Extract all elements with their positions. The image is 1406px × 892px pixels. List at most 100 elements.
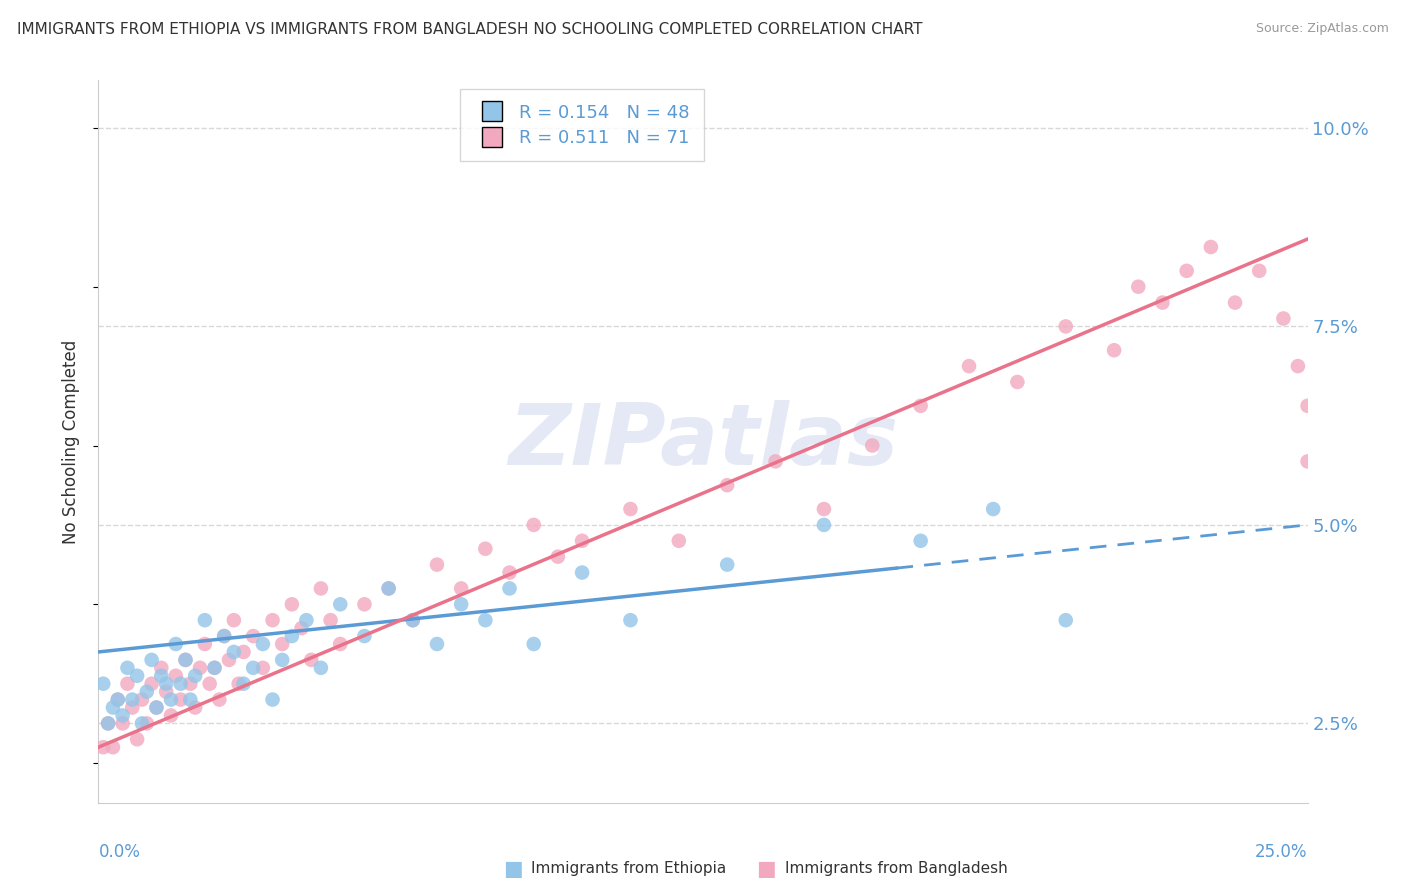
Point (204, 661, 226, 675)
Point (91, 676, 114, 690)
Point (910, 533, 932, 548)
Point (179, 692, 201, 706)
Point (204, 661, 226, 675)
Point (1286, 359, 1309, 373)
Point (668, 533, 690, 548)
Point (571, 533, 593, 548)
Point (111, 716, 134, 731)
Point (160, 708, 183, 723)
Point (353, 597, 375, 611)
Point (498, 582, 520, 596)
Point (194, 637, 217, 651)
Text: ■: ■ (503, 859, 523, 879)
Point (523, 637, 546, 651)
Point (353, 629, 375, 643)
Point (498, 566, 520, 580)
Point (716, 558, 738, 572)
Point (165, 669, 187, 683)
Point (141, 676, 163, 690)
Point (299, 653, 322, 667)
Point (97, 716, 120, 731)
Point (145, 700, 167, 714)
Point (111, 708, 134, 723)
Point (402, 613, 425, 627)
Point (860, 438, 883, 452)
Point (309, 582, 332, 596)
Point (101, 740, 124, 755)
Text: 25.0%: 25.0% (1256, 843, 1308, 861)
Point (121, 700, 143, 714)
Point (218, 653, 240, 667)
Y-axis label: No Schooling Completed: No Schooling Completed (62, 340, 80, 543)
Point (252, 661, 274, 675)
Point (619, 502, 641, 516)
Point (765, 454, 787, 468)
Text: IMMIGRANTS FROM ETHIOPIA VS IMMIGRANTS FROM BANGLADESH NO SCHOOLING COMPLETED CO: IMMIGRANTS FROM ETHIOPIA VS IMMIGRANTS F… (17, 22, 922, 37)
Point (107, 692, 129, 706)
Text: Immigrants from Ethiopia: Immigrants from Ethiopia (531, 862, 727, 876)
Point (97, 716, 120, 731)
Point (813, 502, 835, 516)
Point (188, 661, 211, 675)
Point (426, 558, 449, 572)
Point (127, 732, 149, 747)
Point (1272, 311, 1295, 326)
Point (319, 613, 342, 627)
Point (309, 661, 332, 675)
Point (547, 549, 569, 564)
Point (91, 740, 114, 755)
Point (131, 716, 153, 731)
Point (281, 597, 304, 611)
Point (474, 613, 496, 627)
Point (228, 676, 250, 690)
Point (716, 478, 738, 492)
Point (242, 661, 264, 675)
Point (198, 676, 221, 690)
Point (242, 629, 264, 643)
Point (281, 629, 304, 643)
Text: Source: ZipAtlas.com: Source: ZipAtlas.com (1256, 22, 1389, 36)
Point (1007, 375, 1029, 389)
Point (117, 676, 139, 690)
Text: 0.0%: 0.0% (98, 843, 141, 861)
Point (117, 661, 139, 675)
Point (619, 613, 641, 627)
Point (1296, 399, 1319, 413)
Point (1223, 295, 1246, 310)
Point (208, 692, 231, 706)
Point (1102, 343, 1125, 358)
Point (295, 613, 318, 627)
Point (1249, 264, 1271, 278)
Point (402, 613, 425, 627)
Text: ■: ■ (756, 859, 776, 879)
Point (212, 629, 235, 643)
Point (1296, 454, 1319, 468)
Point (155, 676, 177, 690)
Point (101, 700, 124, 714)
Point (252, 637, 274, 651)
Point (523, 517, 546, 532)
Point (813, 517, 835, 532)
Point (450, 582, 472, 596)
Point (150, 669, 173, 683)
Text: ZIPatlas: ZIPatlas (508, 400, 898, 483)
Point (145, 700, 167, 714)
Point (474, 541, 496, 556)
Point (232, 676, 254, 690)
Point (155, 684, 177, 698)
Legend: R = 0.154   N = 48, R = 0.511   N = 71: R = 0.154 N = 48, R = 0.511 N = 71 (460, 89, 704, 161)
Point (1152, 295, 1174, 310)
Point (329, 637, 352, 651)
Point (329, 597, 352, 611)
Point (571, 566, 593, 580)
Point (127, 669, 149, 683)
Point (174, 653, 197, 667)
Point (184, 669, 207, 683)
Point (107, 692, 129, 706)
Point (377, 582, 399, 596)
Point (1175, 264, 1198, 278)
Point (262, 613, 284, 627)
Point (262, 692, 284, 706)
Point (121, 692, 143, 706)
Point (131, 692, 153, 706)
